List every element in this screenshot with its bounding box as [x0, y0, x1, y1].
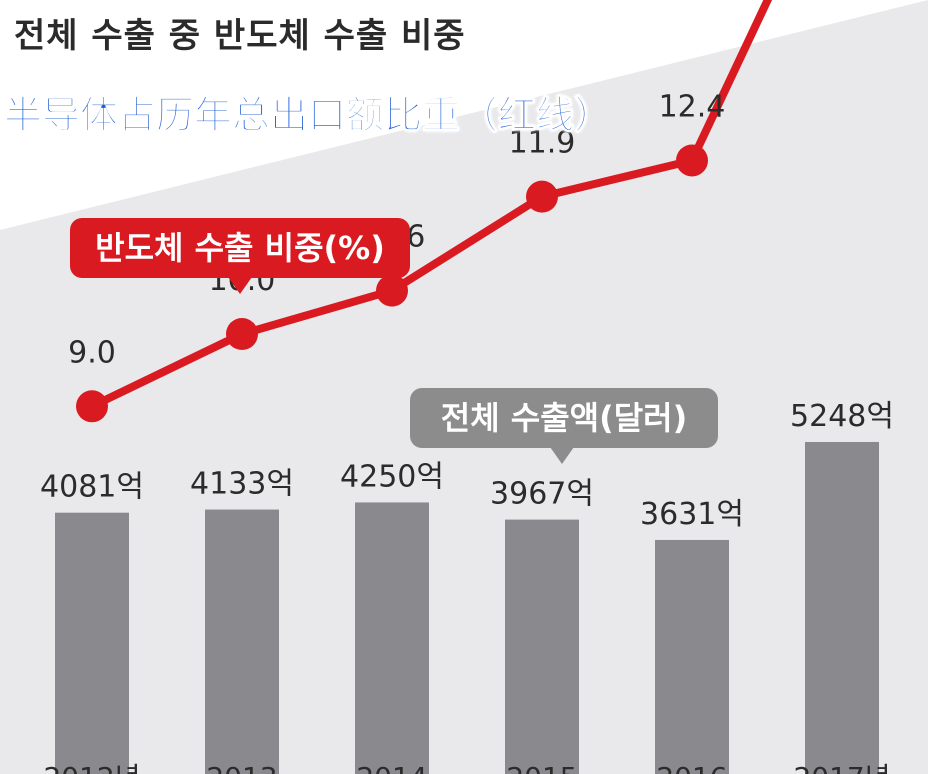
legend-bar-label: 전체 수출액(달러)	[441, 399, 687, 437]
legend-bar-pointer	[550, 447, 574, 464]
bar	[655, 539, 729, 774]
line-point	[676, 144, 708, 177]
bar	[505, 519, 579, 774]
bar-value-label: 4250억	[340, 459, 444, 494]
x-tick-label: 2012년	[43, 761, 140, 774]
line-point	[526, 180, 558, 213]
line-value-label: 9.0	[68, 335, 116, 370]
bar	[205, 509, 279, 774]
chart-title: 전체 수출 중 반도체 수출 비중	[14, 16, 466, 56]
x-tick-label: 2016	[656, 761, 727, 774]
bar-label-group: 4081억 4133억 4250억 3967억 3631억 5248억	[40, 399, 894, 532]
legend-line-pointer	[228, 277, 252, 294]
bar-group	[55, 441, 879, 774]
bar	[55, 512, 129, 774]
bar	[805, 441, 879, 774]
line-value-label: 12.4	[659, 89, 726, 124]
legend-line: 반도체 수출 비중(%)	[70, 218, 410, 294]
line-point	[226, 318, 258, 350]
overlay-caption: 半导体占历年总出口额比重（红线）	[3, 93, 613, 138]
bar-value-label: 4081억	[40, 470, 144, 505]
x-tick-label: 2013	[206, 761, 277, 774]
line-point	[376, 274, 408, 307]
legend-bar: 전체 수출액(달러)	[410, 388, 718, 464]
bar-value-label: 4133억	[190, 467, 294, 502]
x-tick-label: 2014	[356, 761, 427, 774]
line-point	[76, 390, 108, 423]
bar	[355, 502, 429, 774]
legend-bar-box	[410, 388, 718, 448]
bar-value-label: 3631억	[640, 497, 744, 532]
legend-group: 반도체 수출 비중(%) 전체 수출액(달러)	[70, 218, 718, 464]
x-tick-group: 2012년 2013 2014 2015 2016 2017년	[43, 761, 890, 774]
legend-line-box	[70, 218, 410, 278]
bar-value-label: 3967억	[490, 477, 594, 512]
line-value-label: 11.9	[509, 126, 576, 161]
bar-value-label: 5248억	[790, 399, 894, 434]
line-series	[88, 0, 773, 411]
legend-line-label: 반도체 수출 비중(%)	[95, 229, 385, 267]
x-tick-label: 2017년	[793, 761, 890, 774]
x-tick-label: 2015	[506, 761, 577, 774]
